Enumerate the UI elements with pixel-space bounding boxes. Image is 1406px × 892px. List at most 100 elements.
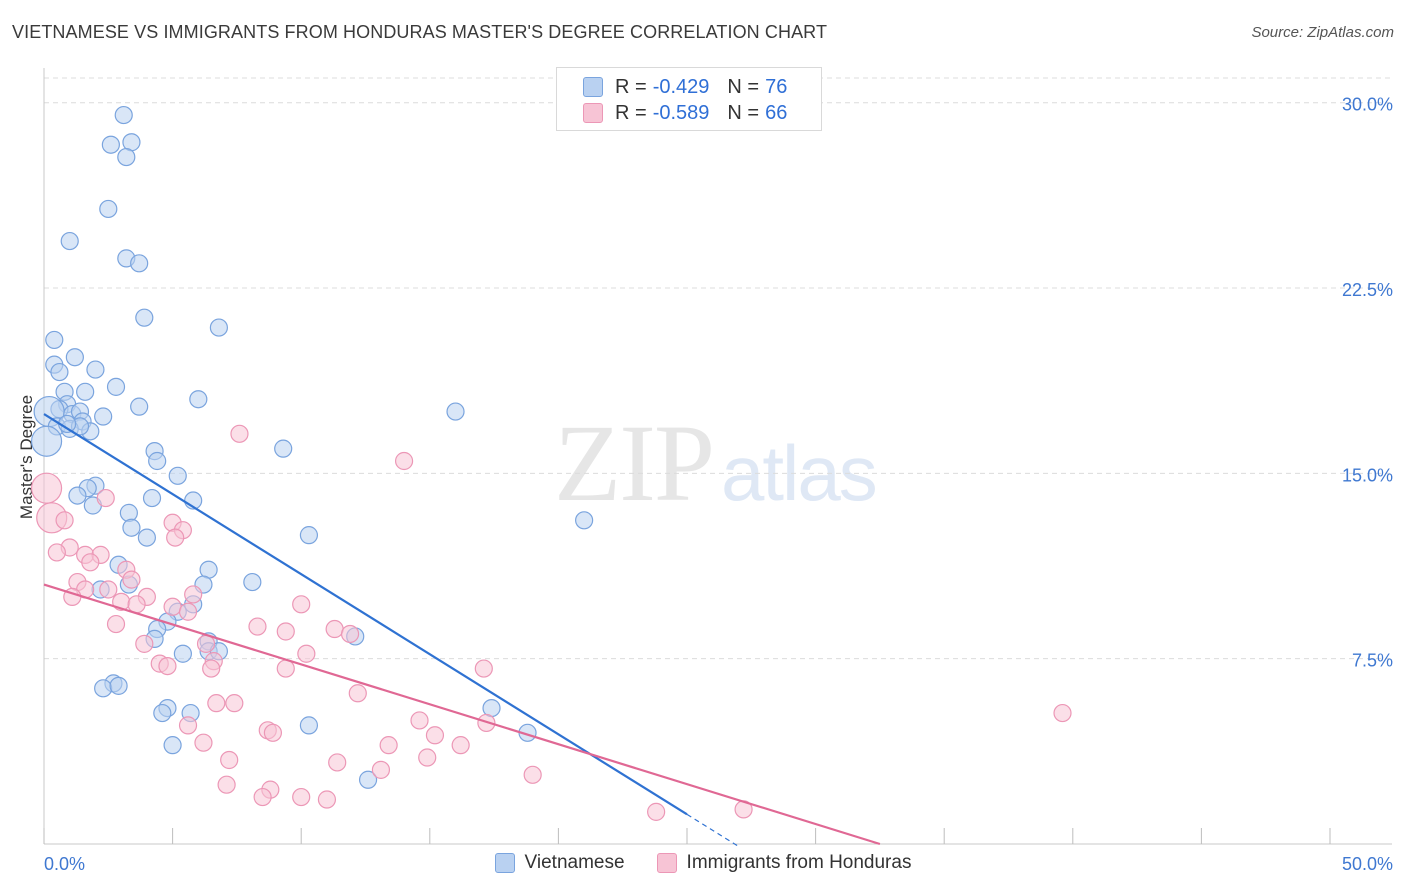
vietnamese-swatch <box>494 853 515 873</box>
honduras-point <box>297 644 316 663</box>
vietnamese-point <box>142 488 162 508</box>
honduras-point <box>647 802 666 821</box>
vietnamese-point <box>117 147 136 167</box>
honduras-point <box>158 656 177 676</box>
vietnamese-point <box>243 572 262 592</box>
honduras-point <box>394 451 414 471</box>
honduras-point <box>371 760 391 779</box>
vietnamese-point <box>130 397 149 416</box>
legend-item-honduras[interactable]: Immigrants from Honduras <box>656 852 912 874</box>
vietnamese-point <box>45 330 64 350</box>
stats-legend: R = -0.429 N = 76 R = -0.589 N = 66 <box>556 67 822 131</box>
honduras-point <box>178 602 198 621</box>
honduras-point <box>425 726 445 745</box>
vietnamese-trend-line <box>43 413 688 816</box>
honduras-point <box>340 624 360 644</box>
r-label: R = <box>615 75 647 98</box>
vietnamese-point <box>575 511 594 530</box>
vietnamese-point <box>94 679 113 698</box>
vietnamese-point <box>153 703 172 723</box>
honduras-point <box>225 694 244 713</box>
vietnamese-point <box>101 135 120 154</box>
stats-legend-row-vietnamese: R = -0.429 N = 76 <box>583 75 787 99</box>
vietnamese-point <box>446 402 465 421</box>
honduras-point <box>276 659 295 678</box>
n-label: N = <box>727 75 760 98</box>
honduras-point <box>96 488 115 508</box>
vietnamese-point <box>274 439 293 458</box>
r-label: R = <box>615 101 647 124</box>
vietnamese-point <box>299 716 319 735</box>
vietnamese-point <box>137 528 156 547</box>
honduras-point <box>292 787 311 807</box>
honduras-point <box>474 659 493 678</box>
n-value: 66 <box>765 101 788 124</box>
legend-label: Vietnamese <box>524 852 625 873</box>
vietnamese-point <box>358 770 378 789</box>
r-value: -0.589 <box>652 101 710 124</box>
honduras-point <box>379 736 398 755</box>
honduras-trend-line <box>43 583 881 846</box>
vietnamese-point <box>65 348 84 367</box>
vietnamese-point <box>148 451 167 471</box>
honduras-swatch <box>656 853 677 873</box>
legend-label: Immigrants from Honduras <box>686 852 912 873</box>
vietnamese-point <box>109 676 128 695</box>
y-tick-label: 30.0% <box>1342 95 1393 115</box>
vietnamese-point <box>168 466 187 485</box>
honduras-point <box>253 787 272 807</box>
honduras-point <box>1053 703 1072 723</box>
honduras-point <box>47 543 66 562</box>
vietnamese-point <box>99 199 118 219</box>
honduras-point <box>410 711 429 730</box>
honduras-point <box>276 622 295 641</box>
legend-item-vietnamese[interactable]: Vietnamese <box>494 852 625 874</box>
vietnamese-point <box>173 644 192 663</box>
honduras-point <box>263 723 283 742</box>
y-tick-label: 7.5% <box>1352 651 1393 671</box>
y-tick-label: 15.0% <box>1342 465 1393 485</box>
y-tick-label: 22.5% <box>1342 280 1393 300</box>
honduras-point <box>127 595 146 614</box>
vietnamese-point <box>122 518 141 537</box>
honduras-point <box>30 472 63 504</box>
honduras-point <box>207 694 226 713</box>
vietnamese-point <box>130 254 149 273</box>
honduras-point <box>220 750 239 770</box>
vietnamese-point <box>30 425 63 457</box>
source-label: Source: ZipAtlas.com <box>1251 24 1394 41</box>
series-legend: Vietnamese Immigrants from Honduras <box>0 852 1406 874</box>
stats-legend-row-honduras: R = -0.589 N = 66 <box>583 101 787 125</box>
vietnamese-point <box>94 407 113 426</box>
vietnamese-point <box>209 318 228 337</box>
honduras-point <box>202 659 221 678</box>
vietnamese-point <box>106 377 126 396</box>
n-value: 76 <box>765 75 788 98</box>
vietnamese-trend-extension <box>686 813 739 847</box>
honduras-point <box>418 748 437 767</box>
honduras-point <box>99 580 118 599</box>
honduras-point <box>328 753 347 772</box>
honduras-point <box>196 634 216 653</box>
honduras-point <box>217 775 236 794</box>
honduras-point <box>317 790 337 809</box>
honduras-point <box>523 765 542 784</box>
n-label: N = <box>727 101 760 124</box>
x-tick-label: 50.0% <box>1342 854 1393 874</box>
vietnamese-swatch <box>583 77 603 97</box>
watermark-zip: ZIP <box>554 402 715 524</box>
honduras-point <box>348 684 367 703</box>
honduras-point <box>230 424 249 443</box>
vietnamese-point <box>76 382 95 401</box>
honduras-point <box>194 733 213 752</box>
vietnamese-point <box>50 362 69 382</box>
vietnamese-point <box>114 105 133 125</box>
vietnamese-point <box>189 390 208 409</box>
honduras-swatch <box>583 103 603 123</box>
vietnamese-point <box>119 503 138 522</box>
y-axis-label: Master's Degree <box>17 395 36 519</box>
x-tick-label: 0.0% <box>44 854 85 874</box>
honduras-point <box>163 597 182 616</box>
watermark: ZIP atlas <box>554 400 878 527</box>
